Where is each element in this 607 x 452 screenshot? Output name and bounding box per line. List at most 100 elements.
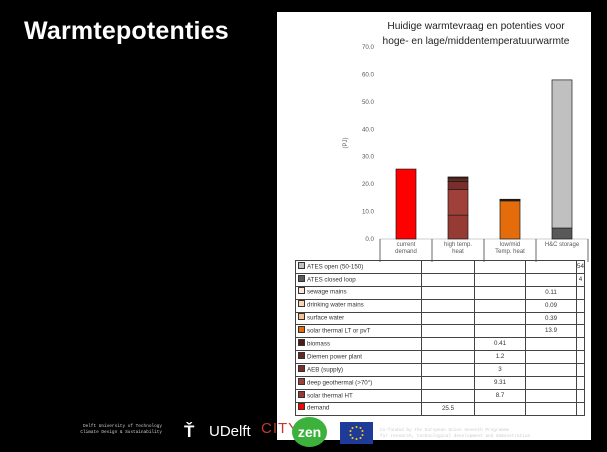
table-row: AEB (supply) 3 — [295, 363, 585, 378]
x-tick-label: high temp. — [444, 242, 472, 248]
y-tick-label: 50.0 — [362, 99, 375, 106]
legend-cell: drinking water mains — [295, 298, 422, 313]
bar-segment — [499, 200, 521, 240]
legend-label: sewage mains — [307, 288, 347, 296]
bar-segment — [551, 79, 573, 229]
value-cell — [421, 260, 475, 274]
table-row: demand 25.5 — [295, 401, 585, 416]
value-cell: 0.11 — [525, 285, 577, 300]
legend-cell: biomass — [295, 337, 422, 352]
chart-svg: 0.0 10.0 20.0 30.0 40.0 50.0 60.0 70.0 (PJ) curre… — [343, 44, 589, 262]
value-cell — [474, 298, 526, 313]
legend-label: AEB (supply) — [307, 366, 344, 374]
value-cell — [576, 376, 585, 390]
value-cell — [421, 388, 475, 403]
table-row: surface water 0.39 — [295, 311, 585, 326]
value-cell: 54 — [576, 260, 585, 274]
legend-cell: solar thermal HT — [295, 388, 422, 403]
value-cell — [576, 298, 585, 313]
y-tick-label: 60.0 — [362, 71, 375, 78]
slide-title: Warmtepotenties — [24, 17, 229, 45]
legend-swatch — [298, 403, 305, 411]
value-cell — [576, 388, 585, 403]
legend-swatch — [298, 287, 305, 295]
value-cell — [421, 350, 475, 365]
x-tick-label: demand — [395, 249, 417, 255]
value-cell: 0.39 — [525, 311, 577, 326]
bar-segment — [447, 214, 469, 240]
legend-swatch — [298, 313, 305, 321]
value-cell — [474, 311, 526, 326]
legend-label: solar thermal HT — [307, 392, 353, 400]
legend-label: surface water — [307, 314, 345, 322]
y-tick-label: 40.0 — [362, 126, 375, 133]
value-cell — [525, 272, 577, 287]
y-tick-label: 30.0 — [362, 154, 375, 161]
tudelft-logo-mark: Ť — [184, 422, 195, 441]
value-cell — [421, 363, 475, 378]
value-cell — [474, 324, 526, 339]
y-axis-label: (PJ) — [343, 138, 349, 149]
bar-segment — [447, 189, 469, 216]
value-cell: 8.7 — [474, 388, 526, 403]
x-tick-label: Temp. heat — [495, 249, 525, 255]
table-row: biomass 0.41 — [295, 337, 585, 352]
footer-funding: Co-funded by the European Union Seventh … — [380, 428, 530, 440]
value-cell — [576, 350, 585, 365]
chart-title-line-1: Huidige warmtevraag en potenties voor — [387, 21, 565, 32]
y-tick-label: 70.0 — [362, 44, 375, 51]
value-cell — [421, 298, 475, 313]
legend-label: demand — [307, 404, 330, 412]
value-cell: 13.9 — [525, 324, 577, 339]
value-cell: 25.5 — [421, 401, 475, 416]
value-cell: 1.2 — [474, 350, 526, 365]
table-row: sewage mains 0.11 — [295, 285, 585, 300]
value-cell — [421, 285, 475, 300]
legend-swatch — [298, 390, 305, 398]
value-cell — [576, 285, 585, 300]
value-cell — [525, 260, 577, 274]
value-cell — [576, 337, 585, 352]
value-cell — [576, 311, 585, 326]
legend-swatch — [298, 326, 305, 334]
value-cell — [421, 376, 475, 390]
bar-segment — [447, 177, 469, 182]
legend-cell: ATES closed loop — [295, 272, 422, 287]
value-cell — [525, 337, 577, 352]
legend-cell: ATES open (50-150) — [295, 260, 422, 274]
footer-affiliation-line-1: Delft University of Technology — [82, 424, 162, 429]
legend-swatch — [298, 377, 305, 385]
value-cell — [525, 388, 577, 403]
footer-affiliation-line-2: Climate Design & Sustainability — [80, 430, 162, 435]
value-cell — [474, 272, 526, 287]
value-cell — [474, 285, 526, 300]
value-cell — [474, 260, 526, 274]
legend-label: drinking water mains — [307, 301, 364, 309]
legend-label: ATES closed loop — [307, 276, 356, 284]
chart-title-line-2: hoge- en lage/middentemperatuurwarmte — [382, 36, 570, 47]
footer-funding-line-1: Co-funded by the European Union Seventh … — [380, 428, 510, 433]
zen-logo: zen — [292, 417, 327, 447]
value-cell — [525, 350, 577, 365]
table-row: deep geothermal (>70°) 9.31 — [295, 376, 585, 390]
legend-cell: Diemen power plant — [295, 350, 422, 365]
legend-cell: sewage mains — [295, 285, 422, 300]
y-tick-label: 20.0 — [362, 181, 375, 188]
legend-swatch — [298, 300, 305, 308]
x-tick-label: low/mid — [500, 242, 520, 248]
eu-flag-icon — [340, 422, 373, 444]
value-cell — [525, 376, 577, 390]
legend-label: solar thermal LT or pvT — [307, 327, 371, 335]
value-cell — [421, 311, 475, 326]
y-tick-label: 0.0 — [365, 236, 374, 243]
table-row: ATES closed loop 4 — [295, 272, 585, 287]
legend-cell: deep geothermal (>70°) — [295, 376, 422, 390]
legend-swatch — [298, 261, 305, 269]
tudelft-logo-text: UDelft — [209, 423, 251, 440]
table-row: Diemen power plant 1.2 — [295, 350, 585, 365]
value-cell — [421, 324, 475, 339]
table-row: drinking water mains 0.09 — [295, 298, 585, 313]
value-cell — [576, 401, 585, 416]
legend-cell: AEB (supply) — [295, 363, 422, 378]
bar-segment — [447, 181, 469, 190]
